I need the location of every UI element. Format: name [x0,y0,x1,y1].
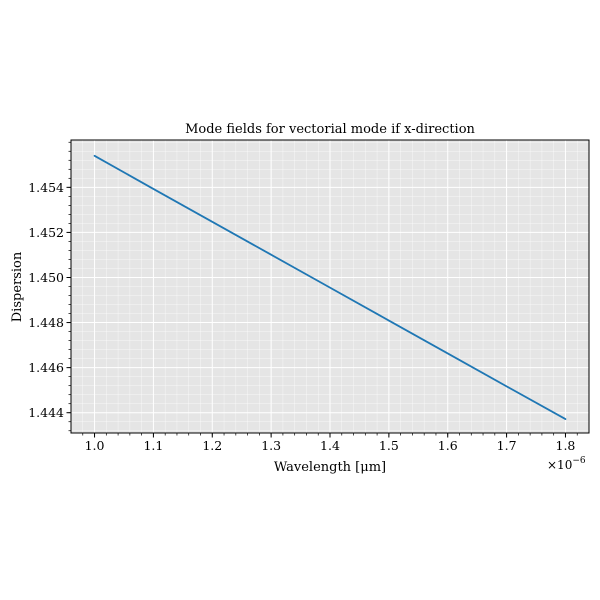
x-tick-label: 1.3 [261,438,281,453]
x-tick-label: 1.0 [85,438,105,453]
y-tick-label: 1.444 [28,405,64,420]
y-tick-label: 1.448 [28,315,64,330]
y-tick-label: 1.446 [28,360,64,375]
x-axis-label: Wavelength [μm] [274,460,386,475]
x-offset-label: ×10−6 [547,456,586,472]
series-layer [93,154,567,420]
x-tick-label: 1.2 [202,438,222,453]
x-axis-ticks: 1.0 1.1 1.2 1.3 1.4 1.5 1.6 1.7 1.8 [82,433,578,453]
x-tick-label: 1.6 [438,438,458,453]
y-axis-label: Dispersion [10,251,25,322]
y-axis-ticks: 1.444 1.446 1.448 1.450 1.452 1.454 [28,141,71,432]
major-gridlines [71,140,589,433]
x-tick-label: 1.1 [143,438,163,453]
chart-title: Mode fields for vectorial mode if x-dire… [185,122,475,137]
y-tick-label: 1.452 [28,225,64,240]
series-line [93,154,567,420]
x-tick-label: 1.8 [556,438,576,453]
y-tick-label: 1.454 [28,180,64,195]
x-tick-label: 1.7 [497,438,517,453]
y-tick-label: 1.450 [28,270,64,285]
x-tick-label: 1.5 [379,438,399,453]
x-tick-label: 1.4 [320,438,340,453]
